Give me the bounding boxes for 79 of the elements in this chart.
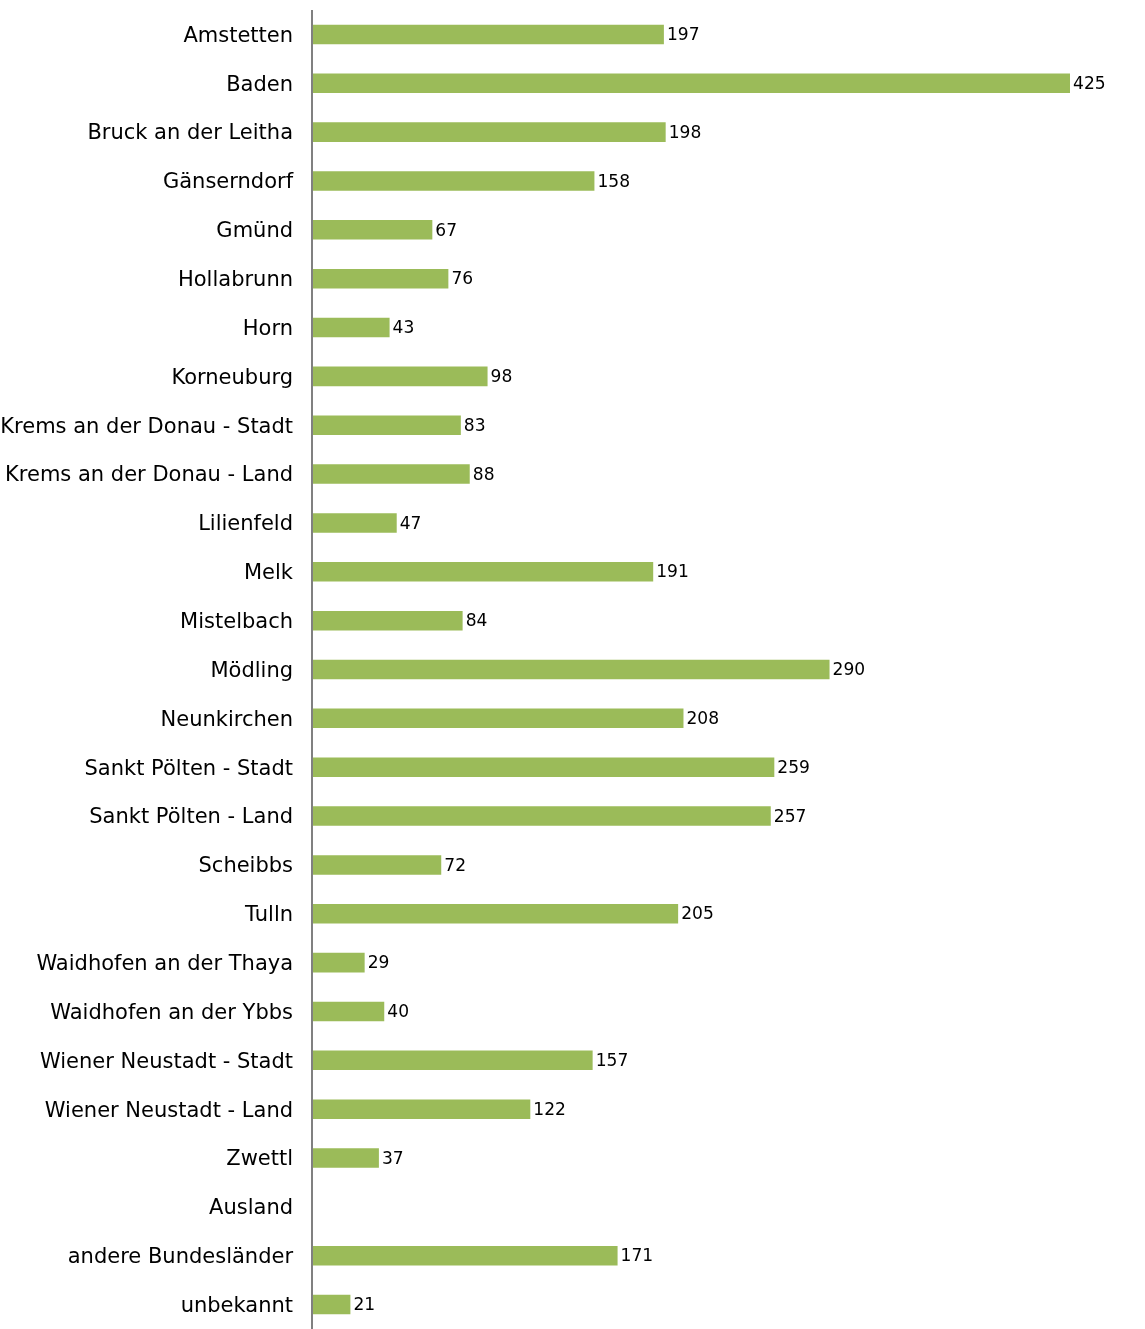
bar (313, 757, 775, 777)
bar (313, 806, 771, 826)
y-tick-label: Ausland (209, 1195, 294, 1220)
bar (313, 1001, 385, 1022)
data-label: 425 (1073, 72, 1106, 93)
y-tick-label: Lilienfeld (198, 511, 294, 536)
y-tick-label: Mistelbach (180, 609, 294, 633)
y-tick-label: Scheibbs (198, 853, 294, 878)
data-label: 98 (490, 366, 513, 387)
y-tick-label: Korneuburg (171, 364, 294, 389)
data-label: 205 (681, 903, 714, 924)
data-label: 72 (444, 854, 466, 875)
data-label: 43 (392, 317, 415, 338)
bar (313, 1050, 593, 1071)
y-tick-label: Baden (226, 71, 294, 96)
y-tick-label: Krems an der Donau - Stadt (0, 413, 294, 438)
y-tick-label: Tulln (244, 902, 294, 927)
y-tick-label: Zwettl (226, 1146, 294, 1171)
data-label: 84 (465, 610, 488, 631)
bar (313, 1294, 351, 1315)
bar (313, 659, 830, 680)
y-tick-label: Horn (242, 315, 294, 340)
data-label: 47 (399, 512, 422, 533)
y-tick-label: Melk (244, 560, 294, 585)
y-tick-label: unbekannt (180, 1292, 294, 1317)
data-label: 290 (832, 659, 866, 680)
bar (313, 903, 679, 924)
bar (313, 122, 666, 142)
y-tick-label: Sankt Pölten - Stadt (84, 755, 294, 780)
data-label: 67 (435, 219, 458, 240)
bar (313, 268, 449, 289)
data-label: 29 (367, 952, 390, 973)
bar (313, 73, 1070, 94)
data-label: 21 (353, 1294, 376, 1315)
y-tick-label: Wiener Neustadt - Land (44, 1097, 294, 1122)
y-tick-label: Hollabrunn (177, 267, 294, 292)
y-tick-label: Gmünd (216, 218, 294, 243)
data-label: 208 (686, 708, 720, 729)
y-tick-label: Neunkirchen (160, 706, 294, 731)
data-label: 257 (773, 805, 807, 826)
bar (313, 1099, 531, 1119)
data-label: 76 (451, 268, 474, 289)
y-tick-label: Waidhofen an der Ybbs (50, 999, 294, 1024)
data-label: 88 (472, 463, 495, 484)
data-label: 197 (666, 24, 700, 45)
bar (313, 610, 463, 631)
bar (313, 1245, 618, 1266)
data-label: 122 (533, 1098, 566, 1119)
data-label: 259 (777, 756, 810, 777)
data-label: 191 (656, 561, 689, 582)
data-label: 171 (620, 1245, 654, 1266)
y-tick-label: Krems an der Donau - Land (5, 462, 294, 487)
data-label: 157 (595, 1050, 629, 1071)
bar (313, 464, 470, 484)
bar (313, 171, 595, 191)
data-label: 40 (387, 1001, 409, 1022)
bar (313, 562, 654, 582)
data-label: 198 (668, 121, 702, 142)
bar (313, 220, 433, 240)
data-label: 158 (597, 170, 631, 191)
bar (313, 855, 442, 875)
y-tick-label: Bruck an der Leitha (87, 120, 294, 145)
y-tick-label: andere Bundesländer (67, 1244, 294, 1269)
data-label: 37 (381, 1147, 404, 1168)
y-tick-label: Waidhofen an der Thaya (36, 950, 294, 975)
bar (313, 513, 397, 533)
bar (313, 952, 365, 973)
y-tick-label: Gänserndorf (162, 169, 294, 194)
bar (313, 415, 461, 436)
bar (313, 1148, 379, 1168)
data-label: 83 (463, 414, 486, 435)
y-tick-label: Mödling (210, 657, 294, 682)
bar (313, 366, 488, 387)
y-tick-label: Amstetten (183, 22, 294, 47)
y-tick-label: Sankt Pölten - Land (89, 804, 294, 829)
bar (313, 24, 664, 45)
bar (313, 708, 684, 729)
bar (313, 317, 390, 338)
y-tick-label: Wiener Neustadt - Stadt (39, 1048, 294, 1073)
